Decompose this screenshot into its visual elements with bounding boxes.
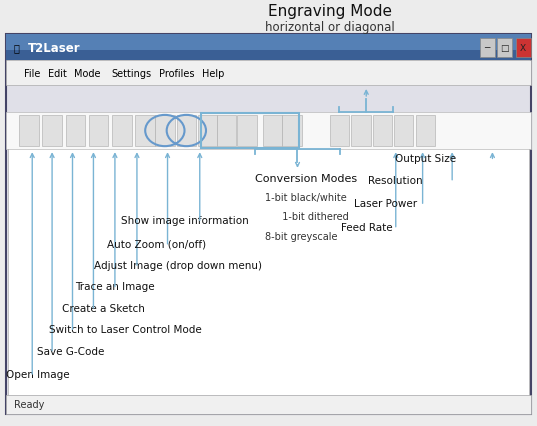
Text: Mode: Mode — [74, 69, 100, 79]
Text: T2Laser: T2Laser — [28, 42, 81, 55]
Bar — [112, 116, 132, 146]
Bar — [89, 116, 108, 146]
Text: Edit: Edit — [48, 69, 67, 79]
Bar — [330, 116, 349, 146]
Text: horizontal or diagonal: horizontal or diagonal — [265, 21, 395, 34]
Bar — [6, 112, 531, 150]
Text: Save G-Code: Save G-Code — [37, 346, 104, 356]
Text: Ready: Ready — [14, 400, 45, 409]
Text: Conversion Modes: Conversion Modes — [255, 173, 357, 183]
Bar — [373, 116, 392, 146]
Bar — [394, 116, 413, 146]
Text: 1-bit black/white: 1-bit black/white — [265, 193, 347, 203]
Bar — [217, 116, 236, 146]
Text: Open Image: Open Image — [6, 369, 70, 379]
Bar — [201, 114, 299, 148]
Text: Help: Help — [202, 69, 225, 79]
Text: □: □ — [500, 43, 509, 53]
Text: File: File — [24, 69, 40, 79]
Text: Settings: Settings — [111, 69, 151, 79]
Text: Feed Rate: Feed Rate — [341, 222, 393, 232]
Text: Engraving Mode: Engraving Mode — [268, 4, 392, 19]
Text: X: X — [520, 43, 526, 53]
Text: Profiles: Profiles — [159, 69, 195, 79]
Bar — [198, 116, 217, 146]
Bar — [6, 395, 531, 414]
Bar — [155, 116, 175, 146]
Text: Trace an Image: Trace an Image — [75, 282, 155, 292]
Bar — [282, 116, 302, 146]
Bar — [351, 116, 371, 146]
Text: Create a Sketch: Create a Sketch — [62, 303, 144, 313]
Bar — [263, 116, 282, 146]
Bar — [135, 116, 155, 146]
Bar — [177, 116, 196, 146]
Bar — [6, 61, 531, 86]
Bar — [8, 150, 529, 395]
Bar — [19, 116, 39, 146]
Text: 8-bit greyscale: 8-bit greyscale — [265, 231, 338, 241]
Text: 1-bit dithered: 1-bit dithered — [276, 212, 349, 222]
Text: Output Size: Output Size — [395, 154, 456, 164]
Text: Laser Power: Laser Power — [354, 199, 418, 209]
Bar — [6, 35, 531, 51]
Bar — [497, 39, 512, 58]
Bar — [6, 35, 531, 61]
Text: 🔥: 🔥 — [13, 43, 19, 53]
Bar — [66, 116, 85, 146]
Bar — [480, 39, 495, 58]
Text: Show image information: Show image information — [121, 216, 249, 226]
Bar — [6, 35, 531, 414]
Bar — [237, 116, 257, 146]
Bar — [516, 39, 531, 58]
Bar — [416, 116, 435, 146]
Text: Adjust Image (drop down menu): Adjust Image (drop down menu) — [94, 261, 262, 271]
Text: Switch to Laser Control Mode: Switch to Laser Control Mode — [49, 325, 202, 334]
Text: Resolution: Resolution — [368, 176, 423, 185]
Bar — [42, 116, 62, 146]
Text: ─: ─ — [484, 43, 490, 53]
Text: Auto Zoom (on/off): Auto Zoom (on/off) — [107, 239, 207, 249]
